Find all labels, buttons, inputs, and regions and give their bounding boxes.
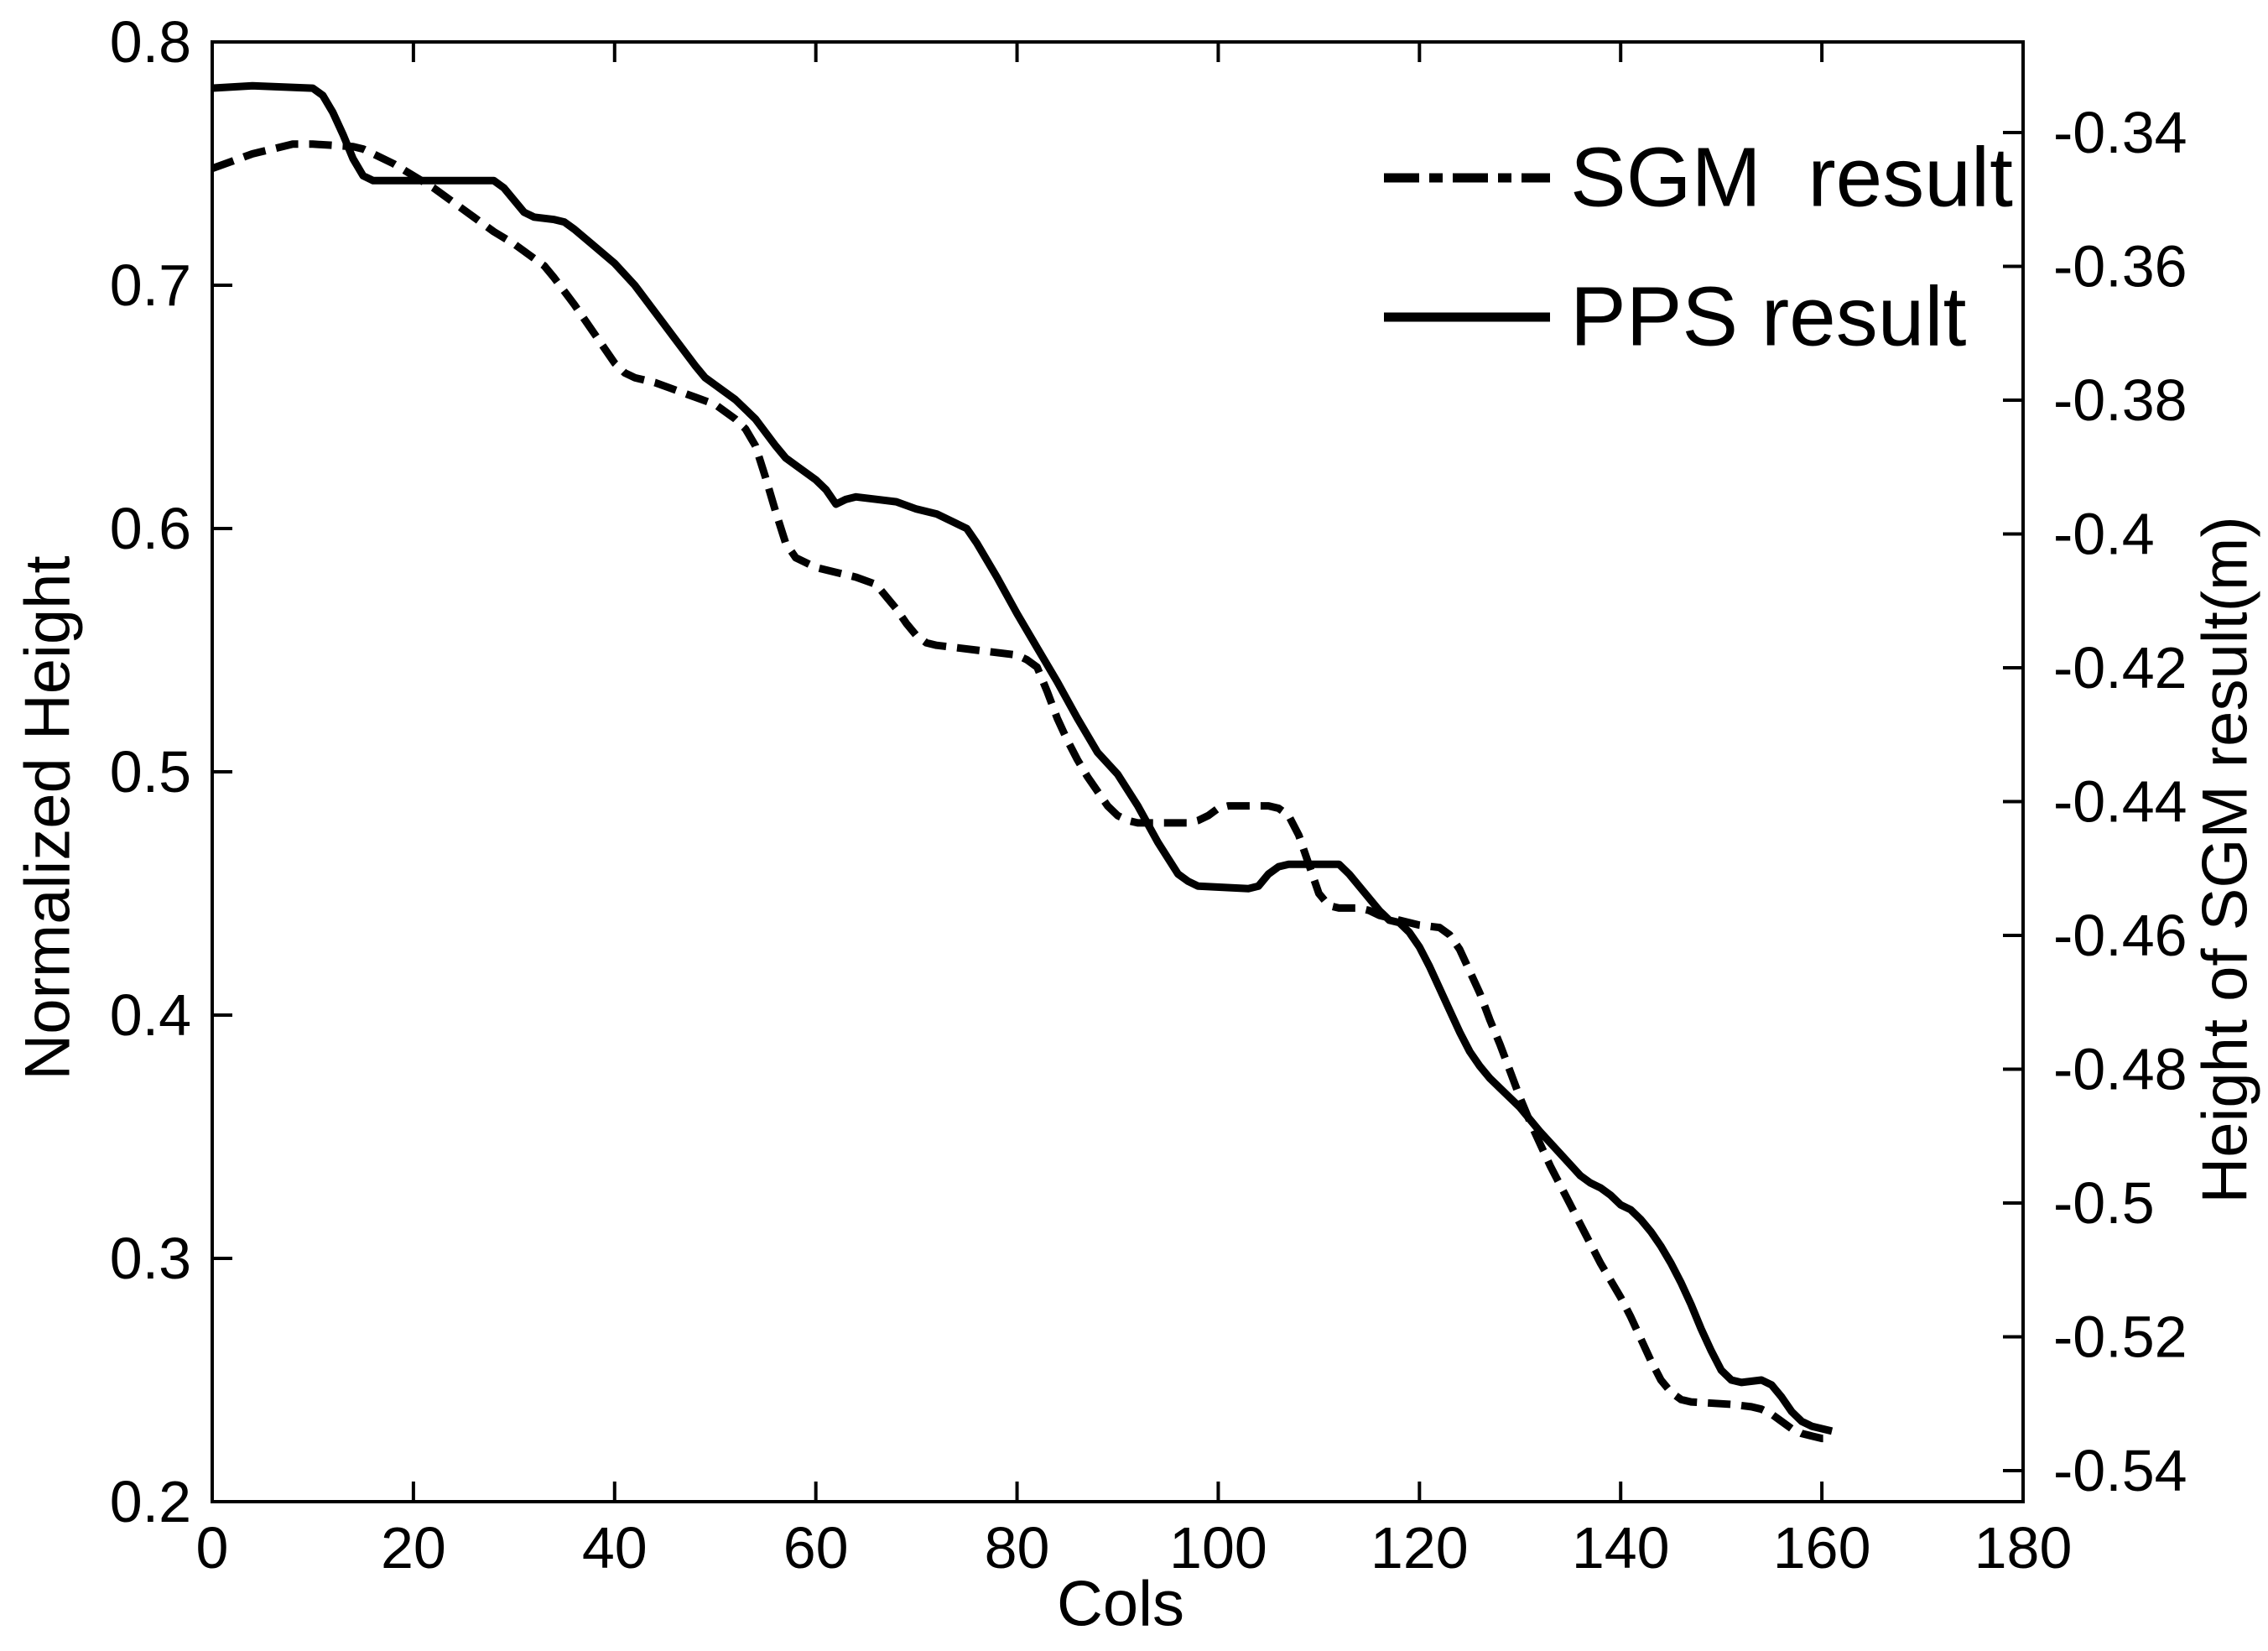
- y-right-tick-label: -0.42: [2053, 635, 2187, 701]
- x-tick-label: 40: [582, 1515, 648, 1581]
- y-left-tick-label: 0.7: [110, 253, 191, 318]
- y-right-tick-label: -0.52: [2053, 1304, 2187, 1369]
- series-sgm-result: [211, 140, 1833, 1443]
- x-tick-label: 20: [381, 1515, 446, 1581]
- legend-label-sgm: SGM result: [1570, 130, 2013, 225]
- y-right-tick-label: -0.44: [2053, 768, 2187, 834]
- y-axis-label-right: Height of SGM result(m): [2189, 516, 2261, 1204]
- series-pps-result: [211, 81, 1834, 1435]
- x-tick-label: 180: [1974, 1515, 2073, 1581]
- legend-label-pps: PPS result: [1570, 269, 1967, 364]
- y-left-tick-label: 0.2: [110, 1469, 191, 1534]
- y-left-tick-label: 0.8: [110, 9, 191, 75]
- y-left-tick-label: 0.5: [110, 739, 191, 805]
- x-tick-label: 80: [985, 1515, 1050, 1581]
- y-right-tick-label: -0.38: [2053, 367, 2187, 433]
- y-axis-label-left: Normalized Height: [12, 555, 84, 1081]
- y-right-tick-label: -0.46: [2053, 903, 2187, 968]
- y-right-tick-label: -0.54: [2053, 1438, 2187, 1503]
- x-tick-label: 0: [196, 1515, 229, 1581]
- y-right-tick-label: -0.34: [2053, 100, 2187, 165]
- y-left-tick-label: 0.6: [110, 496, 191, 561]
- y-left-tick-label: 0.3: [110, 1226, 191, 1291]
- x-tick-label: 100: [1169, 1515, 1267, 1581]
- y-right-tick-label: -0.5: [2053, 1170, 2155, 1236]
- x-tick-label: 140: [1572, 1515, 1670, 1581]
- x-tick-label: 60: [783, 1515, 849, 1581]
- y-left-tick-label: 0.4: [110, 982, 191, 1048]
- x-tick-label: 160: [1773, 1515, 1871, 1581]
- y-right-tick-label: -0.36: [2053, 233, 2187, 299]
- y-right-tick-label: -0.4: [2053, 501, 2155, 566]
- x-tick-label: 120: [1371, 1515, 1469, 1581]
- y-right-tick-label: -0.48: [2053, 1036, 2187, 1102]
- x-axis-label: Cols: [1056, 1568, 1185, 1640]
